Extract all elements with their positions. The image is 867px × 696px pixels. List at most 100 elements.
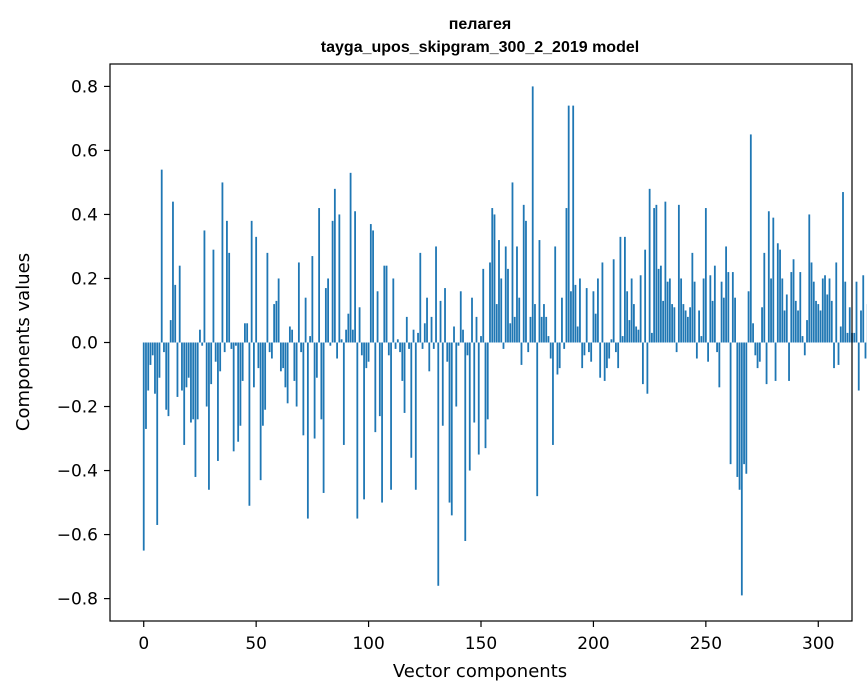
bar-221 (639, 275, 642, 343)
bar-94 (354, 211, 356, 343)
bar-77 (315, 342, 318, 378)
bar-280 (772, 217, 775, 343)
bar-293 (801, 336, 804, 343)
bar-144 (466, 342, 469, 356)
bar-259 (725, 246, 727, 343)
bar-56 (268, 342, 271, 353)
bar-218 (632, 304, 635, 343)
bar-36 (223, 342, 226, 353)
bar-11 (167, 342, 170, 417)
bar-297 (810, 262, 813, 343)
bars-group (142, 86, 867, 596)
bar-157 (495, 304, 498, 343)
bar-165 (513, 316, 516, 343)
bar-143 (464, 342, 467, 541)
bar-73 (306, 342, 309, 519)
bar-233 (666, 281, 669, 343)
bar-195 (581, 342, 584, 369)
bar-121 (414, 342, 417, 490)
bar-80 (322, 342, 325, 493)
bar-296 (808, 214, 811, 343)
bar-190 (570, 291, 572, 343)
bar-44 (241, 342, 244, 381)
bar-273 (756, 342, 759, 369)
plot-frame (109, 63, 853, 622)
bar-54 (264, 342, 267, 410)
bar-241 (684, 310, 687, 343)
bar-175 (536, 342, 539, 497)
bar-39 (230, 342, 233, 349)
bar-309 (837, 342, 840, 365)
bar-176 (538, 240, 541, 343)
y-tick-label: −0.4 (57, 462, 98, 482)
bar-13 (172, 201, 174, 343)
bar-100 (367, 342, 370, 362)
bar-254 (713, 265, 716, 343)
bar-76 (313, 342, 316, 439)
chart-subtitle: tayga_upos_skipgram_300_2_2019 model (321, 39, 639, 56)
bar-133 (441, 342, 444, 426)
bar-290 (794, 300, 797, 343)
x-axis-label: Vector components (393, 661, 567, 682)
bar-59 (275, 300, 278, 343)
bar-35 (221, 182, 224, 343)
x-tick-label: 250 (690, 634, 722, 654)
bar-30 (210, 342, 213, 385)
bar-79 (320, 342, 323, 420)
bar-255 (716, 342, 718, 353)
bar-55 (266, 252, 269, 343)
bar-8 (160, 169, 163, 343)
bar-150 (480, 336, 482, 343)
bar-58 (273, 304, 276, 343)
bar-14 (174, 284, 177, 343)
bar-104 (376, 291, 379, 343)
bar-207 (608, 342, 611, 359)
bar-88 (340, 339, 343, 343)
bar-318 (857, 342, 860, 391)
bar-211 (617, 342, 620, 369)
y-tick-label: 0.2 (71, 269, 98, 289)
bar-152 (484, 342, 487, 449)
bar-21 (190, 342, 192, 423)
bar-288 (790, 272, 793, 343)
bar-86 (336, 342, 338, 359)
bar-78 (318, 208, 321, 343)
bar-134 (444, 288, 446, 343)
bar-289 (792, 259, 795, 343)
bar-34 (219, 342, 222, 372)
bar-149 (477, 342, 480, 455)
bar-240 (682, 304, 685, 343)
bar-90 (345, 329, 347, 343)
bar-52 (259, 342, 262, 481)
bar-106 (381, 342, 383, 503)
bar-171 (527, 342, 530, 353)
bar-10 (165, 342, 168, 410)
bar-180 (547, 336, 550, 343)
bar-163 (509, 323, 512, 343)
bar-204 (601, 262, 604, 343)
bar-63 (284, 342, 287, 388)
x-tick-label: 200 (577, 634, 609, 654)
bar-7 (158, 342, 161, 378)
bar-298 (812, 281, 815, 343)
bar-196 (583, 342, 586, 356)
bar-37 (226, 220, 228, 343)
bar-235 (671, 304, 674, 343)
bar-283 (779, 249, 781, 343)
bar-40 (232, 342, 235, 452)
bar-20 (187, 342, 190, 378)
bar-239 (680, 278, 683, 343)
bar-310 (839, 326, 842, 343)
bar-57 (270, 342, 273, 359)
bar-292 (799, 272, 802, 343)
bar-141 (459, 291, 462, 343)
bar-281 (774, 342, 777, 381)
bar-192 (574, 284, 577, 343)
bar-303 (824, 275, 826, 343)
bar-12 (169, 320, 172, 343)
bar-284 (781, 278, 784, 343)
bar-105 (378, 342, 381, 417)
bar-167 (518, 297, 521, 343)
bar-214 (624, 236, 626, 343)
